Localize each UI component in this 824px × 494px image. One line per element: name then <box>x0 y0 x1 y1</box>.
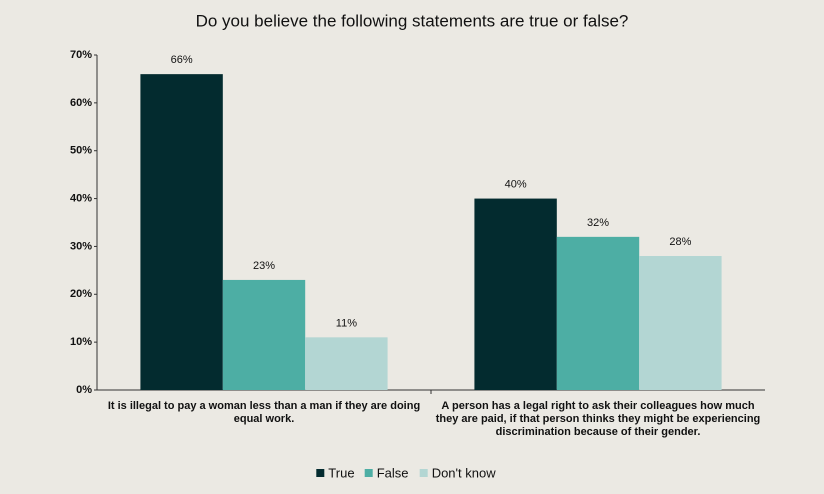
bar <box>140 74 223 391</box>
chart-title: Do you believe the following statements … <box>196 11 629 30</box>
data-label: 40% <box>505 178 527 190</box>
data-label: 23% <box>253 260 275 272</box>
x-tick-label: A person has a legal right to ask their … <box>435 400 761 438</box>
legend-label: False <box>377 465 409 480</box>
legend-swatch <box>316 469 325 477</box>
bar <box>305 337 388 390</box>
data-label: 11% <box>336 317 357 329</box>
y-tick-label: 20% <box>70 288 92 300</box>
bar <box>556 236 640 390</box>
legend-swatch <box>419 469 428 477</box>
y-tick-label: 30% <box>70 240 92 252</box>
y-tick-label: 40% <box>70 192 92 204</box>
bar <box>639 256 722 390</box>
bar <box>474 198 557 390</box>
y-tick-label: 50% <box>70 145 92 157</box>
y-tick-label: 70% <box>70 49 92 61</box>
x-tick-label: It is illegal to pay a woman less than a… <box>107 400 421 425</box>
y-tick-label: 10% <box>70 336 92 348</box>
y-tick-label: 0% <box>76 384 92 396</box>
legend-label: Don't know <box>432 465 497 480</box>
bar <box>222 279 306 390</box>
legend-label: True <box>328 465 354 480</box>
legend-swatch <box>364 469 373 477</box>
data-label: 28% <box>669 236 691 248</box>
data-label: 32% <box>587 217 609 229</box>
y-tick-label: 60% <box>70 97 92 109</box>
data-label: 66% <box>171 54 193 66</box>
